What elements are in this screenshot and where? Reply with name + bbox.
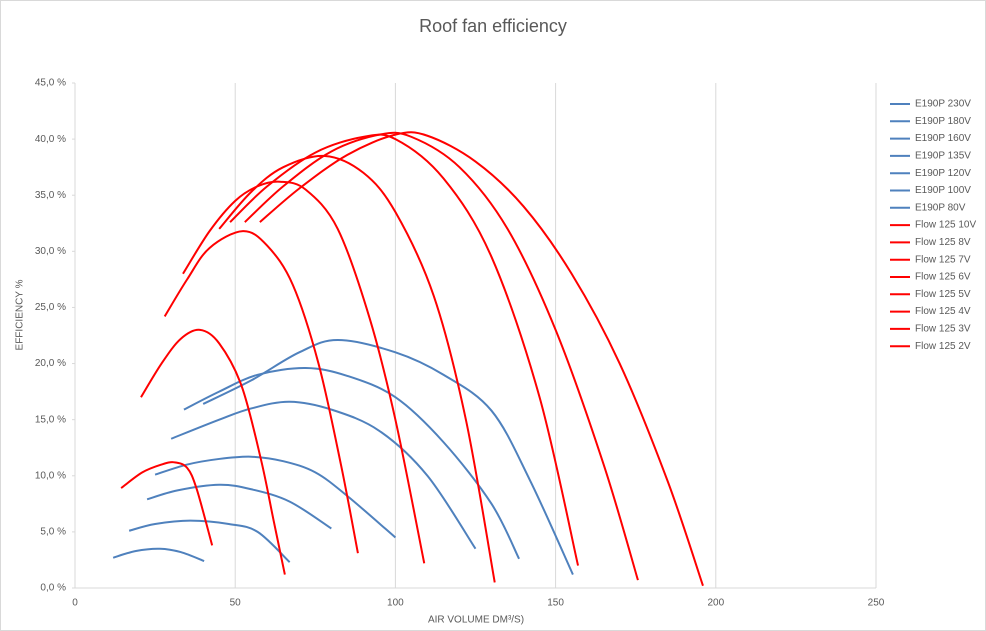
x-tick-label: 50	[230, 598, 242, 609]
legend-label: Flow 125 5V	[915, 289, 971, 300]
legend-label: E190P 100V	[915, 185, 971, 196]
x-tick-label: 150	[547, 598, 564, 609]
legend-label: Flow 125 8V	[915, 237, 971, 248]
series-line	[170, 400, 477, 550]
y-tick-label: 30,0 %	[35, 246, 66, 257]
series-line	[218, 154, 496, 583]
series-line	[259, 131, 704, 587]
legend-label: E190P 80V	[915, 202, 966, 213]
legend-label: Flow 125 7V	[915, 254, 971, 265]
legend-label: E190P 120V	[915, 168, 971, 179]
series-line	[146, 483, 332, 530]
y-tick-label: 0,0 %	[40, 583, 66, 594]
legend-label: Flow 125 10V	[915, 220, 976, 231]
y-tick-label: 20,0 %	[35, 358, 66, 369]
y-tick-label: 10,0 %	[35, 470, 66, 481]
legend-label: Flow 125 2V	[915, 341, 971, 352]
series-line	[244, 131, 639, 581]
y-tick-label: 15,0 %	[35, 414, 66, 425]
legend-label: Flow 125 3V	[915, 324, 971, 335]
series-line	[128, 519, 291, 563]
x-axis-label: AIR VOLUME DM³/S)	[428, 615, 524, 626]
legend-label: E190P 135V	[915, 151, 971, 162]
x-tick-label: 100	[387, 598, 404, 609]
x-tick-label: 0	[72, 598, 78, 609]
y-tick-label: 40,0 %	[35, 134, 66, 145]
series-line	[112, 547, 205, 563]
legend-label: E190P 180V	[915, 116, 971, 127]
x-tick-label: 200	[707, 598, 724, 609]
legend-label: E190P 230V	[915, 99, 971, 110]
y-tick-label: 25,0 %	[35, 302, 66, 313]
series-line	[154, 455, 397, 539]
series-line	[163, 230, 359, 554]
y-tick-label: 5,0 %	[40, 527, 66, 538]
y-tick-label: 35,0 %	[35, 190, 66, 201]
series-line	[202, 338, 574, 575]
y-axis-label: EFFICIENCY %	[15, 279, 26, 350]
series-line	[182, 180, 426, 564]
legend-label: E190P 160V	[915, 133, 971, 144]
legend-label: Flow 125 6V	[915, 272, 971, 283]
series-line	[140, 328, 286, 575]
y-tick-label: 45,0 %	[35, 78, 66, 89]
x-tick-label: 250	[868, 598, 885, 609]
legend-label: Flow 125 4V	[915, 306, 971, 317]
series-line	[120, 461, 214, 546]
series-line	[229, 133, 580, 566]
chart-title: Roof fan efficiency	[419, 16, 567, 36]
